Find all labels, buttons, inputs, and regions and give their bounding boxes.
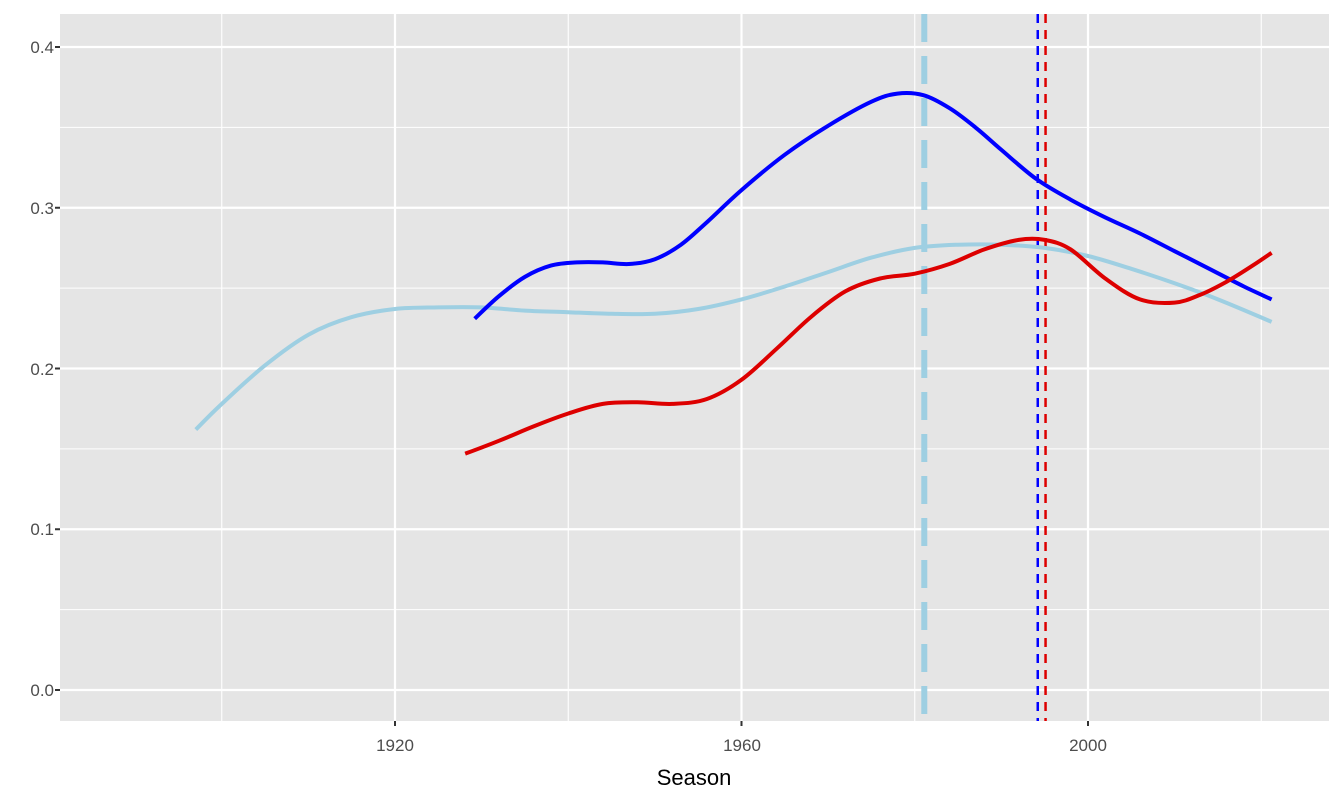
y-tick-label-3: 0.3 xyxy=(30,199,54,218)
series-lines xyxy=(194,90,1273,456)
y-tick-label-4: 0.4 xyxy=(30,38,54,57)
x-tick-label-1960: 1960 xyxy=(723,736,761,755)
x-axis-title: Season xyxy=(657,765,732,790)
y-tick-label-1: 0.1 xyxy=(30,520,54,539)
y-tick-label-0: 0.0 xyxy=(30,681,54,700)
x-tick-label-2000: 2000 xyxy=(1069,736,1107,755)
x-axis: 1920 1960 2000 Season xyxy=(376,721,1107,790)
major-gridlines xyxy=(60,14,1329,721)
y-axis: 0.0 0.1 0.2 0.3 0.4 xyxy=(30,38,60,700)
light-blue-smooth-line xyxy=(194,242,1273,432)
y-tick-label-2: 0.2 xyxy=(30,360,54,379)
reference-vlines xyxy=(921,14,1047,721)
red-smooth-line xyxy=(464,236,1273,456)
x-tick-label-1920: 1920 xyxy=(376,736,414,755)
blue-smooth-line xyxy=(473,90,1273,321)
